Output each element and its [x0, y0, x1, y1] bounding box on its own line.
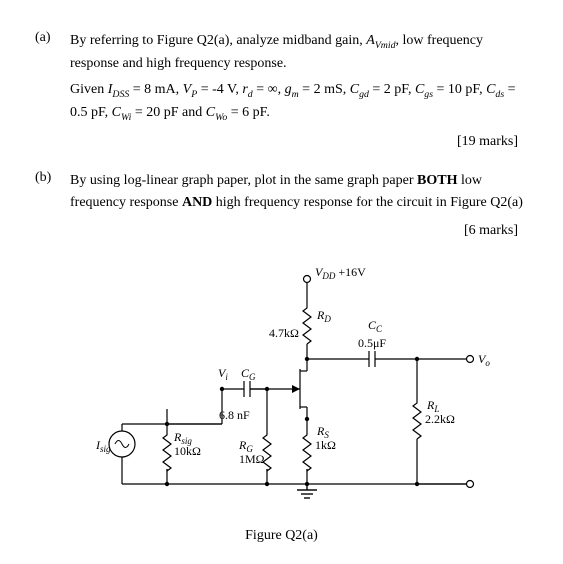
part-a: (a) By referring to Figure Q2(a), analyz… [35, 30, 528, 152]
b-bold1: BOTH [417, 173, 457, 188]
svg-text:1MΩ: 1MΩ [239, 452, 265, 466]
b-bold2: AND [182, 195, 212, 210]
svg-text:RD: RD [316, 308, 331, 324]
svg-text:VDD +16V: VDD +16V [315, 265, 366, 281]
a-line1-sym: A [366, 33, 375, 48]
a-given-lead: Given [70, 82, 108, 97]
svg-text:Vo: Vo [478, 352, 490, 368]
svg-text:0.5μF: 0.5μF [358, 336, 386, 350]
svg-text:1kΩ: 1kΩ [315, 438, 336, 452]
part-b-label: (b) [35, 170, 70, 241]
svg-text:4.7kΩ: 4.7kΩ [269, 326, 299, 340]
figure-wrap: VDD +16VRD4.7kΩCG6.8 nFViIsigRsig10kΩRG1… [35, 259, 528, 544]
svg-text:2.2kΩ: 2.2kΩ [425, 412, 455, 426]
b-pre: By using log-linear graph paper, plot in… [70, 173, 417, 188]
circuit-svg: VDD +16VRD4.7kΩCG6.8 nFViIsigRsig10kΩRG1… [72, 259, 492, 519]
svg-text:Isig: Isig [95, 438, 111, 454]
a-line1-pre: By referring to Figure Q2(a), analyze mi… [70, 33, 366, 48]
b-marks: [6 marks] [70, 220, 518, 242]
part-b: (b) By using log-linear graph paper, plo… [35, 170, 528, 241]
svg-text:CC: CC [368, 318, 383, 334]
svg-text:CG: CG [241, 366, 256, 382]
figure-caption: Figure Q2(a) [35, 528, 528, 544]
a-line1-sub: Vmid [375, 40, 396, 51]
part-a-label: (a) [35, 30, 70, 152]
part-a-body: By referring to Figure Q2(a), analyze mi… [70, 30, 528, 152]
a-marks: [19 marks] [70, 131, 518, 153]
a-given-seq: IDSS = 8 mA, VP = -4 V, rd = ∞, gm = 2 m… [70, 82, 516, 120]
svg-text:6.8 nF: 6.8 nF [219, 408, 250, 422]
svg-text:Vi: Vi [218, 366, 228, 382]
part-b-body: By using log-linear graph paper, plot in… [70, 170, 528, 241]
svg-text:10kΩ: 10kΩ [174, 444, 201, 458]
b-post: high frequency response for the circuit … [212, 195, 523, 210]
